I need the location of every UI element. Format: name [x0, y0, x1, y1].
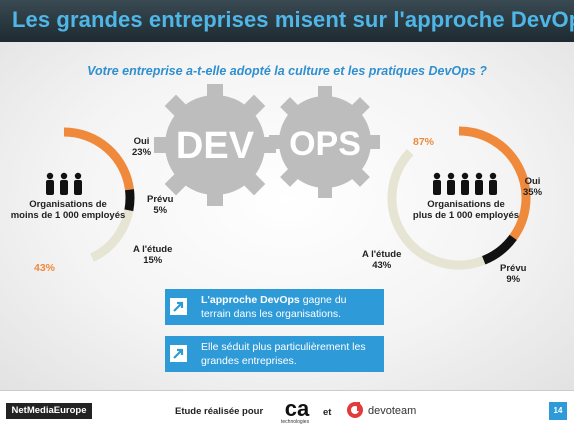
dev-gear-label: DEV: [176, 125, 255, 167]
small-ring-segment-1: [124, 189, 135, 212]
large-etude-pct: 43%: [372, 260, 392, 271]
large-org-title: Organisations de plus de 1 000 employés: [405, 199, 527, 221]
callout-devops-progress: L'approche DevOps gagne du terrain dans …: [165, 289, 384, 325]
devops-gears: DEV OPS: [154, 84, 380, 206]
small-oui-pct: 23%: [132, 147, 152, 158]
large-total-pct: 87%: [413, 136, 435, 148]
ops-gear: OPS: [269, 86, 380, 198]
large-ring-segment-2: [387, 149, 486, 270]
callout-large-companies: Elle séduit plus particulièrement les gr…: [165, 336, 384, 372]
small-etude-pct: 15%: [143, 255, 163, 266]
large-prevu-label: Prévu 9%: [500, 263, 526, 285]
large-org-title-line1: Organisations de: [427, 199, 505, 210]
small-prevu-label: Prévu 5%: [147, 194, 173, 216]
devoteam-logo-icon: [347, 402, 363, 418]
small-ring-segment-0: [63, 127, 134, 191]
large-etude-label: A l'étude 43%: [362, 249, 401, 271]
small-org-title-line2: moins de 1 000 employés: [10, 210, 126, 221]
large-prevu-pct: 9%: [506, 274, 521, 285]
callout-1-text: L'approche DevOps gagne du terrain dans …: [201, 293, 379, 321]
callout-2-rest: Elle séduit plus particulièrement les gr…: [201, 341, 366, 367]
small-oui-label: Oui 23%: [132, 136, 151, 158]
large-oui-pct: 35%: [523, 187, 543, 198]
arrow-icon: [170, 298, 187, 315]
callout-1-rest: gagne du terrain dans les organisations.: [201, 294, 347, 320]
small-org-title-line1: Organisations de: [29, 199, 107, 210]
ca-technologies-text: technologies: [281, 419, 310, 425]
small-etude-text: A l'étude: [133, 244, 173, 255]
footer: NetMediaEurope Etude réalisée pour ca te…: [0, 390, 574, 429]
study-credit: Etude réalisée pour: [175, 406, 264, 417]
large-org-people-icon: [433, 172, 497, 195]
page-title: Les grandes entreprises misent sur l'app…: [12, 7, 574, 32]
large-oui-label: Oui 35%: [523, 176, 542, 198]
small-total-pct: 43%: [34, 262, 56, 274]
callout-2-text: Elle séduit plus particulièrement les gr…: [201, 340, 379, 368]
ca-technologies-logo: ca: [285, 396, 310, 421]
netmediaeurope-logo: NetMediaEurope: [6, 403, 92, 419]
small-org-title: Organisations de moins de 1 000 employés: [6, 199, 130, 221]
small-oui-text: Oui: [133, 136, 150, 147]
large-ring-segment-1: [481, 234, 517, 265]
small-ring-segment-2: [90, 209, 134, 262]
ops-gear-label: OPS: [289, 125, 361, 163]
arrow-icon: [170, 345, 187, 362]
large-etude-text: A l'étude: [362, 249, 402, 260]
large-oui-text: Oui: [524, 176, 541, 187]
header-bar: Les grandes entreprises misent sur l'app…: [0, 0, 574, 42]
small-prevu-text: Prévu: [147, 194, 174, 205]
small-etude-label: A l'étude 15%: [133, 244, 172, 266]
small-org-people-icon: [46, 172, 82, 195]
slide-body: [0, 42, 574, 390]
svg-text:ca: ca: [285, 396, 310, 421]
survey-question: Votre entreprise a-t-elle adopté la cult…: [87, 64, 487, 78]
page-number: 14: [549, 402, 567, 420]
large-org-title-line2: plus de 1 000 employés: [412, 210, 520, 221]
and-text: et: [323, 407, 332, 418]
large-prevu-text: Prévu: [500, 263, 527, 274]
callout-1-bold: L'approche DevOps: [201, 294, 300, 306]
large-ring-segment-0: [458, 126, 531, 241]
small-prevu-pct: 5%: [153, 205, 168, 216]
devoteam-logo-text: devoteam: [368, 405, 417, 417]
